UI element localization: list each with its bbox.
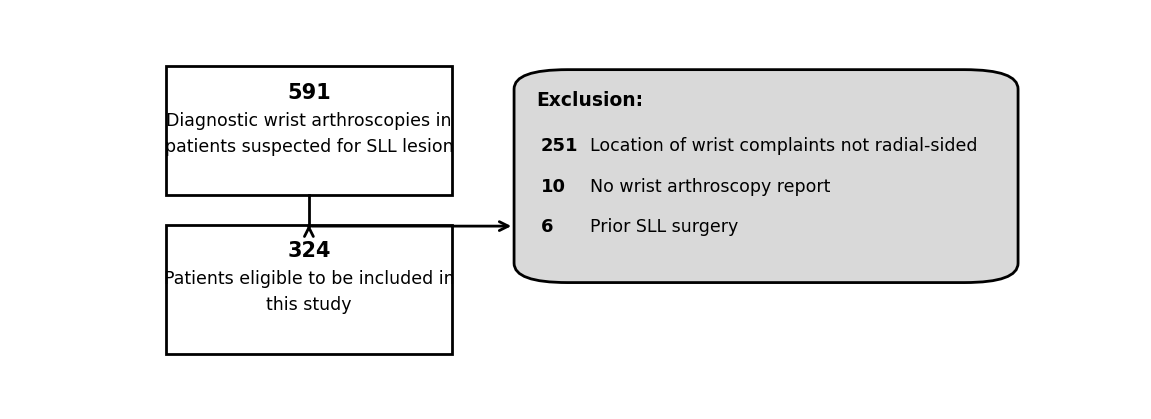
FancyBboxPatch shape (514, 70, 1019, 282)
Bar (166, 67, 451, 195)
Text: 10: 10 (541, 178, 566, 196)
Text: No wrist arthroscopy report: No wrist arthroscopy report (589, 178, 830, 196)
Text: 251: 251 (541, 137, 578, 155)
Text: 6: 6 (541, 218, 554, 236)
Bar (166, 225, 451, 354)
Text: Exclusion:: Exclusion: (536, 91, 643, 110)
Text: 324: 324 (287, 241, 330, 261)
Text: Patients eligible to be included in
this study: Patients eligible to be included in this… (163, 270, 455, 314)
Text: Diagnostic wrist arthroscopies in
patients suspected for SLL lesion: Diagnostic wrist arthroscopies in patien… (165, 111, 453, 156)
Text: 591: 591 (287, 83, 330, 103)
Text: Prior SLL surgery: Prior SLL surgery (589, 218, 738, 236)
Text: Location of wrist complaints not radial-sided: Location of wrist complaints not radial-… (589, 137, 977, 155)
